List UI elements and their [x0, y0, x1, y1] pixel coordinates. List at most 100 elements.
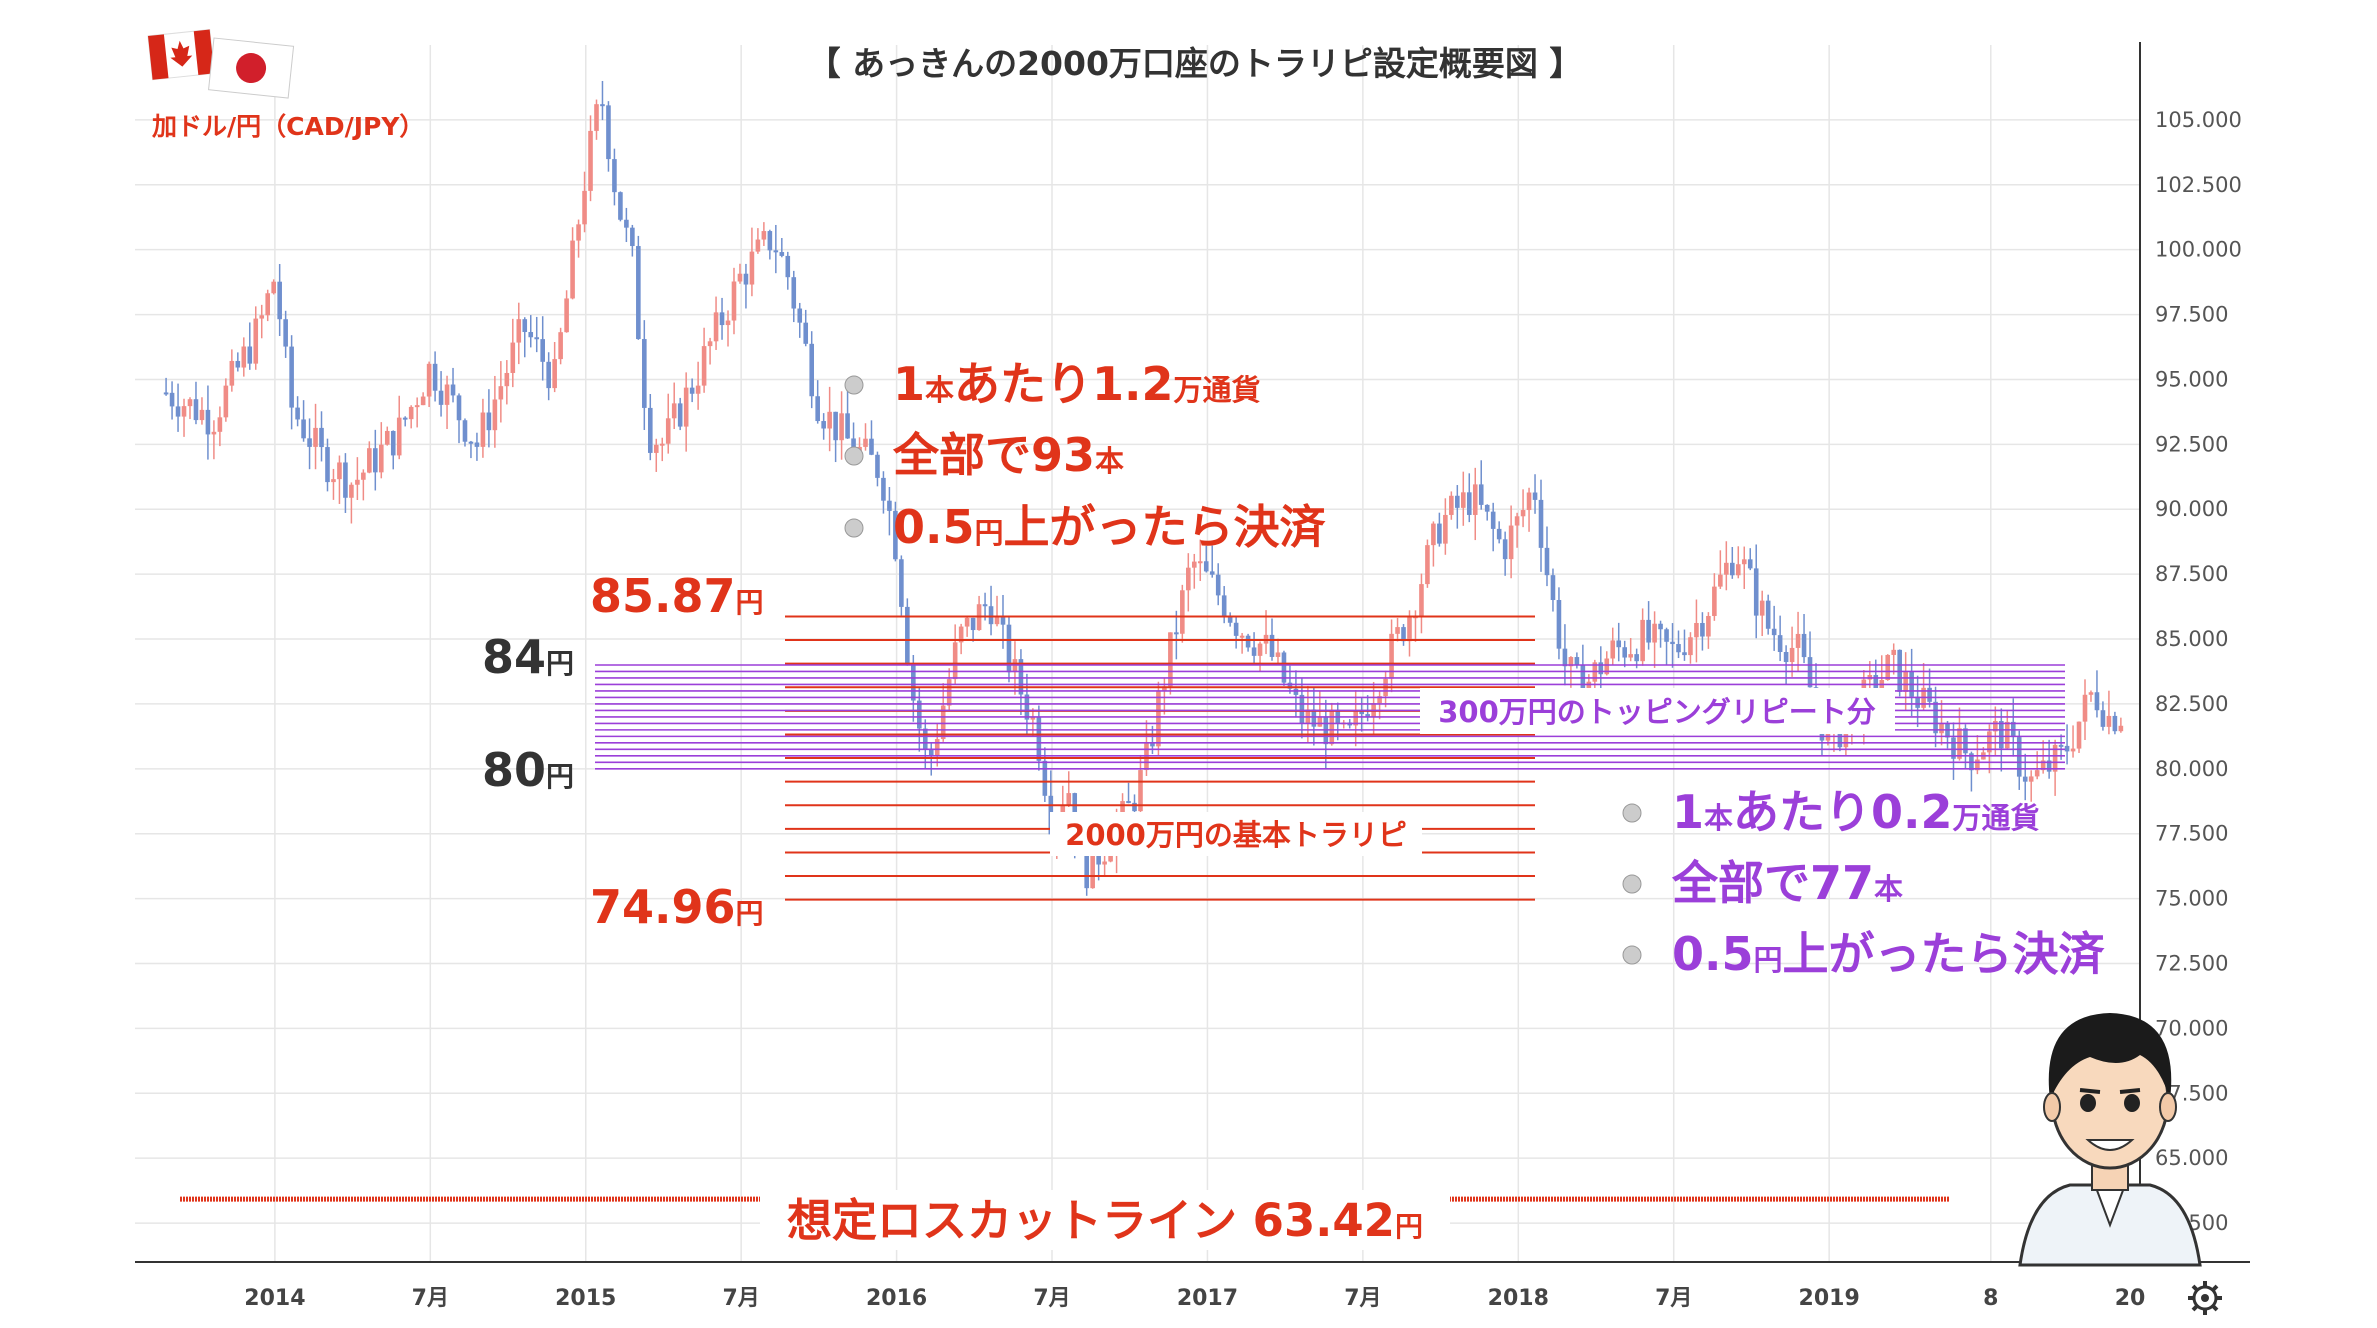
japan-flag-icon	[208, 37, 295, 99]
candle	[905, 606, 910, 664]
candle	[211, 431, 217, 435]
candle	[576, 224, 581, 241]
candle	[624, 219, 629, 228]
candle	[719, 312, 725, 326]
candle	[420, 396, 426, 406]
candle	[1443, 514, 1448, 544]
candle	[2064, 745, 2070, 752]
bullet-icon	[844, 375, 864, 395]
candle	[1132, 802, 1137, 812]
candle	[899, 559, 904, 607]
candle	[1789, 647, 1795, 663]
candle	[1180, 590, 1185, 634]
candle	[1514, 516, 1520, 526]
candle	[1126, 801, 1131, 804]
y-tick-label: 80.000	[2155, 757, 2228, 781]
x-tick-label: 2015	[555, 1286, 616, 1311]
candle	[289, 346, 294, 408]
candle	[193, 399, 199, 421]
candle	[414, 405, 420, 408]
candle	[1598, 662, 1604, 675]
y-tick-label: 82.500	[2155, 692, 2228, 716]
candle	[1580, 665, 1586, 709]
grid	[135, 45, 2141, 1262]
y-tick-label: 72.500	[2155, 951, 2228, 975]
candle	[1251, 647, 1257, 656]
gear-icon[interactable]	[2188, 1281, 2222, 1315]
candle	[1060, 804, 1066, 820]
candle	[241, 346, 247, 368]
candle	[928, 749, 934, 756]
candle	[1987, 731, 1992, 753]
candle	[1502, 539, 1508, 560]
candle	[325, 447, 330, 483]
candle	[749, 251, 755, 285]
candle	[1478, 484, 1484, 505]
candle	[169, 392, 175, 407]
x-tick-label: 2019	[1799, 1286, 1860, 1311]
candle	[1682, 652, 1687, 656]
red-notes: 1本あたり1.2万通貨 全部で93本 0.5円上がったら決済	[844, 357, 1327, 554]
candle	[677, 403, 683, 427]
x-tick-label: 7月	[412, 1286, 449, 1311]
loss-cut-label-bg	[760, 1190, 1450, 1250]
candle	[199, 409, 205, 421]
red-note-2: 全部で93本	[892, 428, 1124, 482]
candle	[1353, 711, 1358, 726]
candle	[187, 399, 193, 407]
candle	[665, 418, 671, 444]
candle	[994, 615, 1000, 625]
candle	[552, 359, 557, 389]
candle	[1233, 622, 1239, 636]
candle	[2100, 710, 2106, 727]
candle	[2112, 715, 2118, 732]
candle	[1024, 694, 1030, 720]
candle	[504, 372, 510, 387]
candle	[307, 438, 312, 447]
candle	[1377, 696, 1382, 704]
candle	[689, 387, 695, 394]
candle	[582, 190, 587, 225]
candle	[253, 318, 259, 364]
topping-bottom-label: 80円	[482, 743, 574, 797]
candle	[982, 604, 988, 607]
candle	[1616, 640, 1622, 648]
candle	[1670, 641, 1675, 645]
candle	[1520, 510, 1526, 517]
candle	[1203, 561, 1209, 572]
x-tick-label: 20	[2115, 1286, 2146, 1311]
candle	[516, 319, 522, 343]
candle	[432, 363, 438, 391]
candle	[1640, 619, 1645, 662]
candle	[1658, 623, 1663, 630]
candle	[797, 308, 803, 323]
x-tick-label: 2014	[244, 1286, 305, 1311]
candle	[1221, 595, 1227, 617]
candle	[1694, 622, 1699, 638]
candle	[845, 413, 850, 439]
candle	[367, 448, 372, 473]
avatar	[2018, 1013, 2202, 1267]
candle	[671, 403, 677, 419]
candle	[1419, 584, 1424, 617]
candle	[2058, 744, 2064, 747]
y-tick-label: 65.000	[2155, 1146, 2228, 1170]
x-tick-label: 7月	[723, 1286, 760, 1311]
candle	[2034, 770, 2040, 777]
bullet-icon	[1622, 803, 1642, 823]
candle	[833, 411, 838, 441]
candle	[1197, 561, 1203, 564]
candle	[1269, 634, 1275, 657]
candle	[1939, 723, 1944, 734]
candle	[2004, 721, 2010, 749]
y-tick-label: 92.500	[2155, 432, 2228, 456]
candle	[534, 337, 540, 340]
candle	[408, 406, 414, 420]
candle	[1508, 525, 1514, 560]
y-axis-ticks: 105.000 102.500 100.000 97.500 95.000 92.500 9…	[2155, 108, 2242, 1235]
candle	[1042, 760, 1048, 796]
candle	[2082, 694, 2088, 722]
candle	[946, 679, 952, 706]
candle	[642, 339, 647, 408]
